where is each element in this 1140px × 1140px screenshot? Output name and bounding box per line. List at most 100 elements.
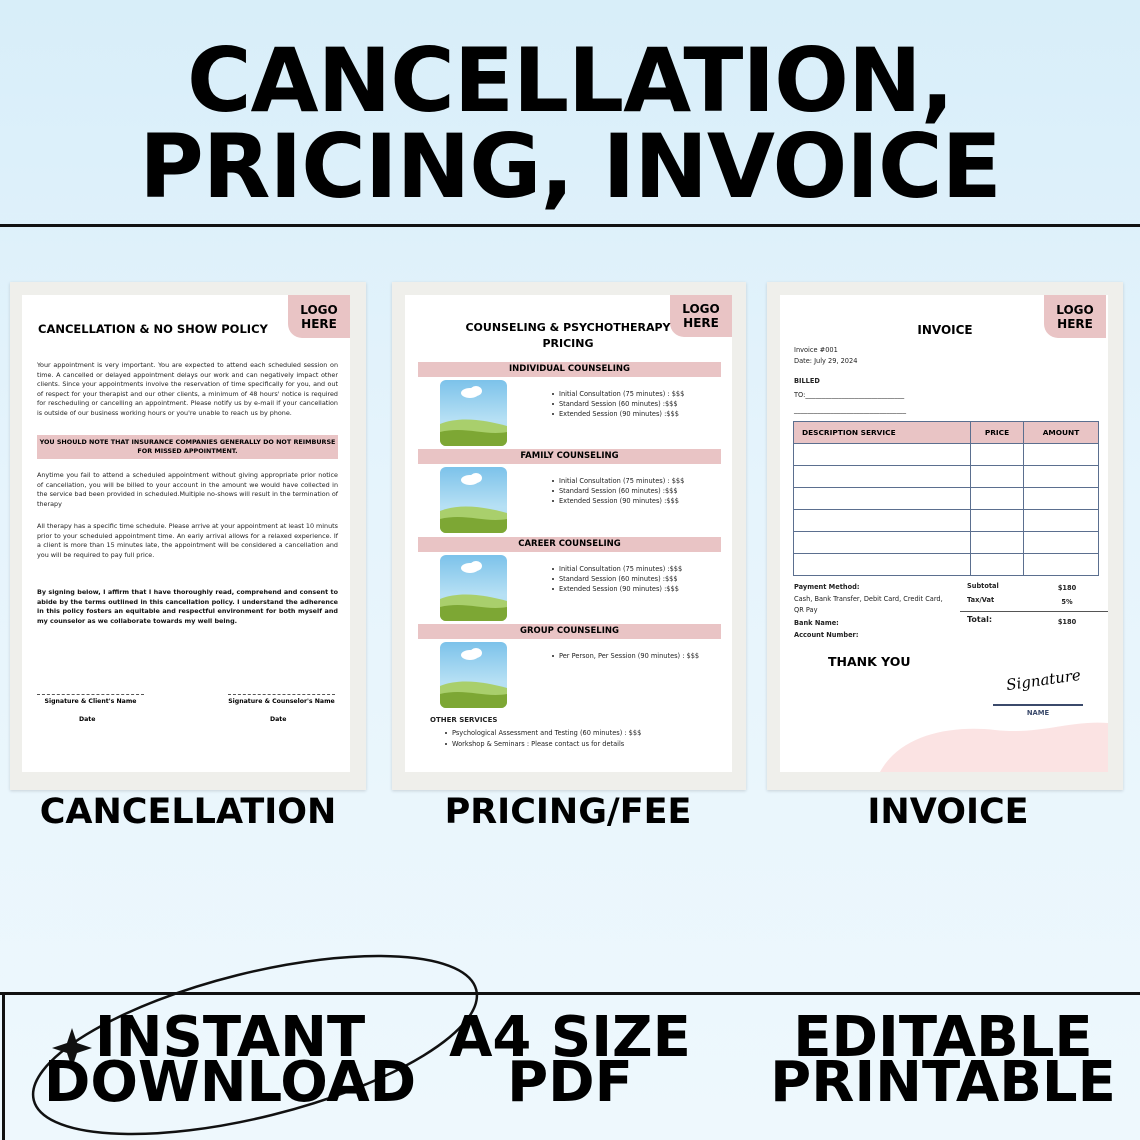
card-label: CANCELLATION: [39, 792, 337, 832]
decoration: [31, 954, 479, 1136]
bullet: [552, 480, 555, 483]
header-cell: DESCRIPTION SERVICE: [793, 421, 971, 444]
logo: LOGO HERE: [670, 295, 732, 337]
total-value: $180: [1057, 618, 1077, 626]
notice: YOU SHOULD NOTE THAT INSURANCE COMPANIES…: [37, 435, 338, 459]
pricing-document: LOGO HERE COUNSELING & PSYCHOTHERAPY PRI…: [405, 295, 732, 772]
invoice-table: DESCRIPTION SERVICE PRICE AMOUNT: [793, 421, 1099, 576]
image-placeholder: [440, 380, 507, 446]
table-cell: [793, 509, 971, 532]
table-cell: [1023, 553, 1099, 576]
headline: PRICING, INVOICE: [139, 115, 1001, 218]
bullet: [445, 743, 448, 746]
feature-text: DOWNLOAD: [43, 1050, 417, 1115]
feature-text: EDITABLE: [793, 1005, 1093, 1070]
header-cell: PRICE: [970, 421, 1024, 444]
total-value: 5%: [1061, 598, 1073, 606]
section-band: CAREER COUNSELING: [418, 537, 721, 552]
image-placeholder: [440, 555, 507, 621]
bullet: [552, 588, 555, 591]
bullet: [552, 568, 555, 571]
price-item: Per Person, Per Session (90 minutes) : $…: [559, 652, 700, 660]
logo-text: LOGO: [300, 302, 338, 317]
price-item: Extended Session (90 minutes) :$$$: [559, 497, 679, 505]
bullet: [552, 393, 555, 396]
payment-label: Payment Method:: [794, 583, 860, 591]
table-cell: [1023, 465, 1099, 488]
bullet: [552, 655, 555, 658]
landscape: [440, 648, 507, 708]
bullet: [552, 490, 555, 493]
bullet: [552, 403, 555, 406]
billed-to: TO:______________________________: [794, 391, 905, 399]
landscape: [440, 386, 507, 446]
feature-text: A4 SIZE: [449, 1005, 691, 1070]
table-cell: [793, 553, 971, 576]
table-cell: [970, 553, 1024, 576]
section-band: FAMILY COUNSELING: [418, 449, 721, 464]
table-row: [793, 509, 1099, 532]
logo-text: LOGO: [1056, 302, 1094, 317]
billed: BILLED: [794, 377, 820, 385]
total-label: Total:: [967, 615, 993, 624]
table-cell: [793, 465, 971, 488]
signature-line: [228, 694, 335, 695]
price-item: Extended Session (90 minutes) :$$$: [559, 585, 679, 593]
table-cell: [1023, 487, 1099, 510]
logo-text: HERE: [1057, 316, 1093, 331]
price-item: Standard Session (60 minutes) :$$$: [559, 575, 678, 583]
table-cell: [793, 487, 971, 510]
bullet: [552, 413, 555, 416]
price-item: Standard Session (60 minutes) :$$$: [559, 487, 678, 495]
divider: [2, 992, 5, 1140]
paragraph: Your appointment is very important. You …: [37, 361, 338, 417]
thank-you: THANK YOU: [828, 654, 911, 669]
cancellation-document: LOGO HERE CANCELLATION & NO SHOW POLICY …: [22, 295, 350, 772]
table-cell: [1023, 443, 1099, 466]
signature-line: [993, 704, 1083, 706]
image-placeholder: [440, 467, 507, 533]
table-cell: [970, 487, 1024, 510]
doc-title: COUNSELING & PSYCHOTHERAPY PRICING: [465, 321, 671, 350]
table-row: [793, 465, 1099, 488]
section-heading: OTHER SERVICES: [430, 716, 498, 724]
table-cell: [970, 531, 1024, 554]
feature-text: PRINTABLE: [770, 1050, 1116, 1115]
service-item: Psychological Assessment and Testing (60…: [452, 729, 642, 737]
total-label: Subtotal: [967, 582, 999, 590]
date-label: Date: [79, 716, 96, 723]
logo-text: LOGO: [682, 302, 720, 316]
payment-methods: Cash, Bank Transfer, Debit Card, Credit …: [794, 595, 943, 614]
table-cell: [1023, 531, 1099, 554]
headline: CANCELLATION,: [186, 29, 954, 132]
account-number: Account Number:: [794, 631, 859, 639]
table-cell: [793, 531, 971, 554]
logo: LOGO HERE: [1044, 295, 1106, 338]
rule: [960, 611, 1108, 612]
feature-text: PDF: [507, 1050, 633, 1115]
decoration: [880, 722, 1108, 772]
image-placeholder: [440, 642, 507, 708]
table-header: DESCRIPTION SERVICE PRICE AMOUNT: [793, 421, 1099, 444]
table-cell: [970, 443, 1024, 466]
affirmation: By signing below, I affirm that I have t…: [37, 588, 338, 625]
logo-text: HERE: [683, 316, 719, 330]
table-row: [793, 487, 1099, 510]
service-item: Workshop & Seminars : Please contact us …: [452, 740, 625, 748]
bullet: [552, 500, 555, 503]
paragraph: Anytime you fail to attend a scheduled a…: [37, 471, 338, 508]
paragraph: All therapy has a specific time schedule…: [37, 522, 338, 559]
table-cell: [1023, 509, 1099, 532]
bank-name: Bank Name:: [794, 619, 839, 627]
table-row: [793, 443, 1099, 466]
signature-name: NAME: [1026, 709, 1050, 717]
total-label: Tax/Vat: [967, 596, 995, 604]
header-cell: AMOUNT: [1023, 421, 1099, 444]
table-cell: [970, 509, 1024, 532]
card-label: PRICING/FEE: [444, 792, 692, 832]
total-value: $180: [1057, 584, 1077, 592]
section-band: GROUP COUNSELING: [418, 624, 721, 639]
price-item: Initial Consultation (75 minutes) :$$$: [559, 565, 683, 573]
card-label: INVOICE: [867, 792, 1029, 832]
